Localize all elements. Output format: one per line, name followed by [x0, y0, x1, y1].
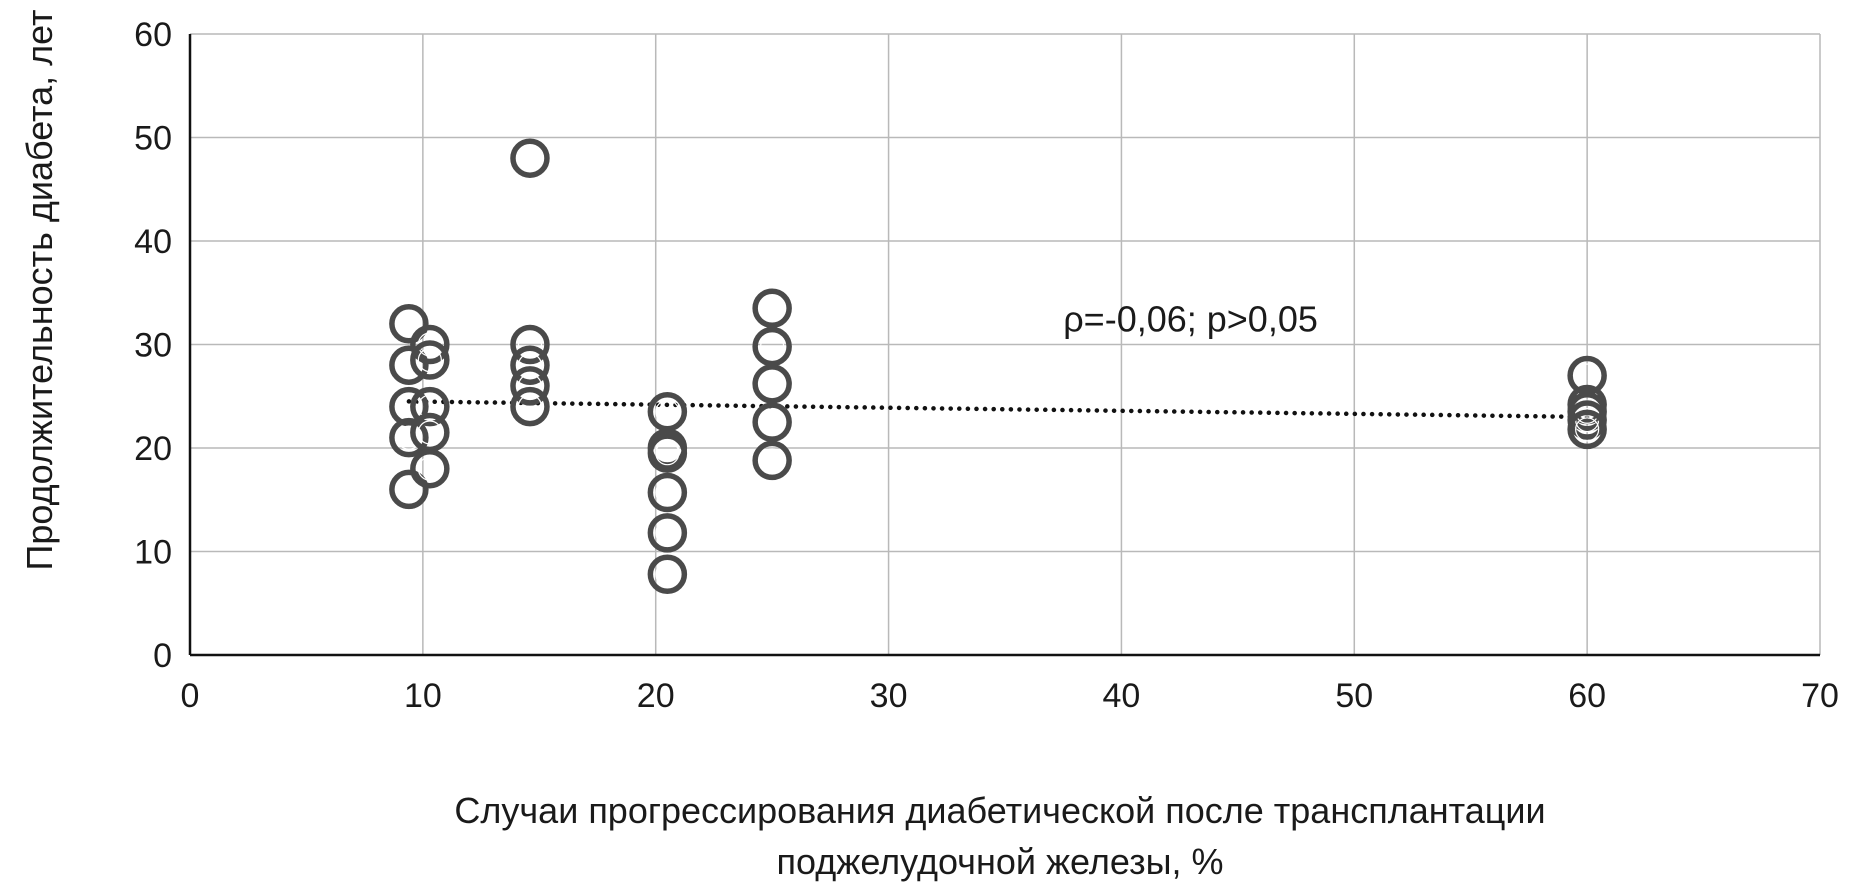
- data-point: [752, 288, 792, 329]
- data-point: [389, 304, 429, 344]
- x-tick-label: 40: [1103, 677, 1141, 715]
- correlation-annotation: ρ=-0,06; p>0,05: [1063, 299, 1318, 340]
- data-point-inner-ring: [396, 425, 421, 450]
- data-point-inner-ring: [655, 562, 680, 587]
- data-point-inner-ring: [517, 353, 543, 378]
- data-point: [510, 386, 550, 427]
- data-point-inner-ring: [655, 441, 680, 466]
- data-point-inner-ring: [417, 347, 442, 373]
- x-tick-label: 10: [404, 677, 442, 715]
- data-point: [410, 386, 450, 427]
- data-point-inner-ring: [655, 399, 680, 424]
- x-tick-label: 20: [637, 677, 675, 715]
- data-point: [752, 364, 792, 404]
- x-tick-label: 60: [1568, 677, 1606, 715]
- data-point-inner-ring: [417, 456, 442, 481]
- data-point: [647, 513, 688, 553]
- grid-lines: [190, 33, 1821, 655]
- data-point: [389, 345, 429, 385]
- data-point-inner-ring: [1575, 399, 1600, 424]
- data-point: [752, 402, 792, 442]
- y-tick-label: 30: [134, 327, 172, 365]
- data-point-inner-ring: [517, 332, 543, 357]
- x-tick-label: 0: [181, 677, 200, 715]
- data-point: [752, 440, 792, 481]
- x-axis-title-line-2: поджелудочной железы, %: [777, 841, 1224, 882]
- data-point: [752, 326, 792, 367]
- data-point-inner-ring: [760, 371, 785, 396]
- y-tick-label: 0: [153, 637, 172, 675]
- data-point-inner-ring: [396, 311, 421, 336]
- data-point: [510, 345, 550, 385]
- y-axis-title: Продолжительность диабета, лет: [19, 10, 60, 571]
- data-point: [1567, 409, 1607, 450]
- data-point: [410, 324, 450, 365]
- y-tick-label: 20: [134, 430, 172, 468]
- data-point-inner-ring: [396, 353, 421, 378]
- data-point-inner-ring: [517, 394, 543, 419]
- x-tick-label: 50: [1335, 677, 1373, 715]
- y-tick-label: 50: [134, 120, 172, 158]
- data-point-inner-ring: [517, 146, 543, 171]
- data-point: [389, 386, 429, 427]
- data-point-inner-ring: [760, 296, 785, 321]
- x-tick-label: 70: [1801, 677, 1839, 715]
- data-points: [389, 138, 1607, 595]
- data-point: [647, 472, 688, 513]
- data-point-inner-ring: [760, 410, 785, 435]
- tick-labels: 0 10 20 30 40 50 60 0 10 20 30 40 50 60 70: [134, 16, 1839, 715]
- axes: [188, 34, 1820, 657]
- data-point: [510, 324, 550, 365]
- data-point: [510, 138, 550, 178]
- data-point-inner-ring: [396, 477, 421, 502]
- data-point: [510, 366, 550, 406]
- data-point: [647, 554, 688, 595]
- x-axis-title-line-1: Случаи прогрессирования диабетической по…: [454, 790, 1545, 831]
- data-point-inner-ring: [417, 420, 442, 445]
- data-point-inner-ring: [1575, 417, 1600, 442]
- x-tick-label: 30: [870, 677, 908, 715]
- y-tick-label: 10: [134, 534, 172, 572]
- data-point: [410, 340, 450, 380]
- data-point-inner-ring: [760, 334, 785, 359]
- data-point: [389, 417, 429, 458]
- data-point-inner-ring: [760, 448, 785, 473]
- data-point: [389, 469, 429, 510]
- trendline-layer: [406, 399, 1590, 420]
- data-point-inner-ring: [655, 480, 680, 505]
- y-tick-label: 60: [134, 16, 172, 54]
- data-point: [410, 448, 450, 489]
- data-point: [647, 433, 688, 473]
- data-point-inner-ring: [517, 373, 543, 398]
- trendline: [406, 399, 1590, 420]
- y-tick-label: 40: [134, 223, 172, 261]
- data-point-inner-ring: [655, 520, 680, 545]
